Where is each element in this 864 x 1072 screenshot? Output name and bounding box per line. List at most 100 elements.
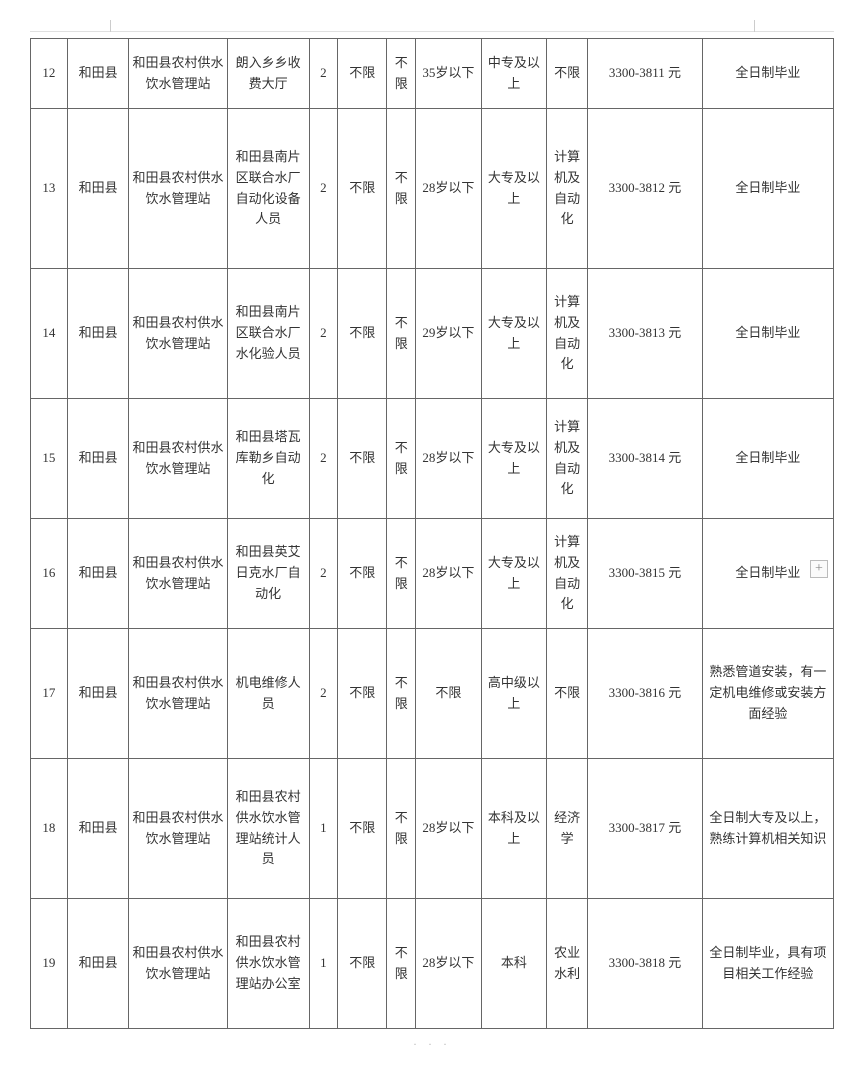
- cell-area: 和田县: [67, 269, 128, 399]
- cell-age: 28岁以下: [416, 519, 482, 629]
- table-row: 16和田县和田县农村供水饮水管理站和田县英艾日克水厂自动化2不限不限28岁以下大…: [31, 519, 834, 629]
- cell-ethnicity: 不限: [387, 759, 416, 899]
- cell-major: 不限: [547, 39, 588, 109]
- cell-education: 大专及以上: [481, 399, 547, 519]
- cell-sex: 不限: [338, 39, 387, 109]
- cell-major: 计算机及自动化: [547, 399, 588, 519]
- cell-index: 19: [31, 899, 68, 1029]
- cell-sex: 不限: [338, 899, 387, 1029]
- cell-num: 1: [309, 899, 338, 1029]
- table-row: 19和田县和田县农村供水饮水管理站和田县农村供水饮水管理站办公室1不限不限28岁…: [31, 899, 834, 1029]
- cell-ethnicity: 不限: [387, 899, 416, 1029]
- cell-sex: 不限: [338, 629, 387, 759]
- cell-area: 和田县: [67, 519, 128, 629]
- cell-note: 全日制大专及以上，熟练计算机相关知识: [702, 759, 833, 899]
- cell-age: 不限: [416, 629, 482, 759]
- cell-num: 2: [309, 269, 338, 399]
- cell-area: 和田县: [67, 759, 128, 899]
- cell-ethnicity: 不限: [387, 269, 416, 399]
- cell-unit: 和田县农村供水饮水管理站: [129, 399, 227, 519]
- cell-num: 2: [309, 39, 338, 109]
- cell-unit: 和田县农村供水饮水管理站: [129, 269, 227, 399]
- cell-salary: 3300-3818 元: [588, 899, 703, 1029]
- cell-salary: 3300-3811 元: [588, 39, 703, 109]
- cell-unit: 和田县农村供水饮水管理站: [129, 109, 227, 269]
- cell-note: 全日制毕业: [702, 399, 833, 519]
- cell-index: 18: [31, 759, 68, 899]
- cell-note: 全日制毕业: [702, 109, 833, 269]
- cell-index: 17: [31, 629, 68, 759]
- cell-index: 15: [31, 399, 68, 519]
- cell-note: 全日制毕业: [702, 39, 833, 109]
- cell-major: 计算机及自动化: [547, 519, 588, 629]
- cell-area: 和田县: [67, 39, 128, 109]
- table-row: 17和田县和田县农村供水饮水管理站机电维修人员2不限不限不限高中级以上不限330…: [31, 629, 834, 759]
- cell-sex: 不限: [338, 109, 387, 269]
- cell-note: 熟悉管道安装，有一定机电维修或安装方面经验: [702, 629, 833, 759]
- cell-major: 不限: [547, 629, 588, 759]
- cell-major: 计算机及自动化: [547, 269, 588, 399]
- cell-note: 全日制毕业: [702, 269, 833, 399]
- cell-ethnicity: 不限: [387, 519, 416, 629]
- add-button-side[interactable]: +: [810, 560, 828, 578]
- cell-area: 和田县: [67, 109, 128, 269]
- cell-post: 朗入乡乡收费大厅: [227, 39, 309, 109]
- cell-age: 29岁以下: [416, 269, 482, 399]
- cell-area: 和田县: [67, 629, 128, 759]
- cell-education: 本科及以上: [481, 759, 547, 899]
- cell-ethnicity: 不限: [387, 399, 416, 519]
- cell-age: 28岁以下: [416, 109, 482, 269]
- cell-salary: 3300-3813 元: [588, 269, 703, 399]
- cell-ethnicity: 不限: [387, 629, 416, 759]
- cell-num: 1: [309, 759, 338, 899]
- cell-salary: 3300-3815 元: [588, 519, 703, 629]
- cell-age: 28岁以下: [416, 899, 482, 1029]
- cell-post: 和田县英艾日克水厂自动化: [227, 519, 309, 629]
- cell-post: 机电维修人员: [227, 629, 309, 759]
- cell-unit: 和田县农村供水饮水管理站: [129, 519, 227, 629]
- cell-index: 13: [31, 109, 68, 269]
- table-row: 15和田县和田县农村供水饮水管理站和田县塔瓦库勒乡自动化2不限不限28岁以下大专…: [31, 399, 834, 519]
- cell-sex: 不限: [338, 759, 387, 899]
- recruitment-table: 12和田县和田县农村供水饮水管理站朗入乡乡收费大厅2不限不限35岁以下中专及以上…: [30, 38, 834, 1029]
- table-row: 12和田县和田县农村供水饮水管理站朗入乡乡收费大厅2不限不限35岁以下中专及以上…: [31, 39, 834, 109]
- cell-education: 高中级以上: [481, 629, 547, 759]
- cell-post: 和田县农村供水饮水管理站统计人员: [227, 759, 309, 899]
- cell-salary: 3300-3812 元: [588, 109, 703, 269]
- cell-major: 农业水利: [547, 899, 588, 1029]
- cell-ethnicity: 不限: [387, 109, 416, 269]
- footer-mark: · · ·: [30, 1037, 834, 1052]
- table-row: 14和田县和田县农村供水饮水管理站和田县南片区联合水厂水化验人员2不限不限29岁…: [31, 269, 834, 399]
- cell-major: 经济学: [547, 759, 588, 899]
- cell-index: 14: [31, 269, 68, 399]
- cell-num: 2: [309, 109, 338, 269]
- cell-area: 和田县: [67, 899, 128, 1029]
- table-row: 13和田县和田县农村供水饮水管理站和田县南片区联合水厂自动化设备人员2不限不限2…: [31, 109, 834, 269]
- cell-sex: 不限: [338, 399, 387, 519]
- cell-salary: 3300-3817 元: [588, 759, 703, 899]
- cell-age: 28岁以下: [416, 759, 482, 899]
- cell-post: 和田县南片区联合水厂水化验人员: [227, 269, 309, 399]
- cell-education: 中专及以上: [481, 39, 547, 109]
- cell-salary: 3300-3816 元: [588, 629, 703, 759]
- cell-ethnicity: 不限: [387, 39, 416, 109]
- cell-sex: 不限: [338, 519, 387, 629]
- table-body: 12和田县和田县农村供水饮水管理站朗入乡乡收费大厅2不限不限35岁以下中专及以上…: [31, 39, 834, 1029]
- cell-salary: 3300-3814 元: [588, 399, 703, 519]
- cell-post: 和田县塔瓦库勒乡自动化: [227, 399, 309, 519]
- cell-unit: 和田县农村供水饮水管理站: [129, 629, 227, 759]
- cell-unit: 和田县农村供水饮水管理站: [129, 899, 227, 1029]
- cell-num: 2: [309, 399, 338, 519]
- cell-education: 大专及以上: [481, 109, 547, 269]
- cell-education: 大专及以上: [481, 519, 547, 629]
- cell-num: 2: [309, 519, 338, 629]
- cell-major: 计算机及自动化: [547, 109, 588, 269]
- cell-education: 大专及以上: [481, 269, 547, 399]
- cell-age: 28岁以下: [416, 399, 482, 519]
- cell-age: 35岁以下: [416, 39, 482, 109]
- cell-unit: 和田县农村供水饮水管理站: [129, 759, 227, 899]
- cell-unit: 和田县农村供水饮水管理站: [129, 39, 227, 109]
- table-row: 18和田县和田县农村供水饮水管理站和田县农村供水饮水管理站统计人员1不限不限28…: [31, 759, 834, 899]
- cell-post: 和田县农村供水饮水管理站办公室: [227, 899, 309, 1029]
- cell-post: 和田县南片区联合水厂自动化设备人员: [227, 109, 309, 269]
